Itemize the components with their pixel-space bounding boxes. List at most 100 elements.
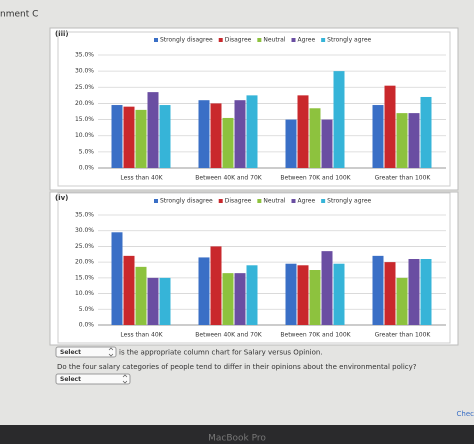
header: nment C [0, 10, 38, 20]
legend-swatch [218, 199, 223, 203]
bar [297, 95, 309, 168]
bar [159, 277, 171, 325]
bar [408, 259, 420, 325]
bar [222, 273, 234, 325]
legend-swatch [291, 199, 296, 203]
bar [147, 92, 159, 168]
legend-label: Neutral [263, 198, 285, 205]
bar [234, 100, 246, 168]
bar [210, 103, 222, 168]
select-box[interactable] [55, 373, 131, 385]
legend-label: Disagree [225, 198, 252, 205]
legend-label: Disagree [225, 37, 252, 44]
x-tick-label: Between 70K and 100K [280, 175, 351, 182]
x-tick-label: Less than 40K [120, 175, 163, 182]
y-tick-label: 20.0% [75, 259, 94, 266]
y-tick-label: 0.0% [79, 322, 95, 329]
question-text: Do the four salary categories of people … [57, 363, 417, 371]
chart-label: (iii) [55, 30, 69, 38]
bar [111, 232, 123, 325]
legend-swatch [154, 199, 158, 203]
y-tick-label: 35.0% [75, 52, 94, 59]
legend-label: Agree [298, 198, 316, 205]
bezel [0, 425, 474, 444]
bar [246, 265, 258, 325]
x-tick-label: Between 70K and 100K [280, 332, 351, 339]
bar [408, 113, 420, 168]
legend-swatch [291, 38, 296, 42]
y-tick-label: 30.0% [75, 227, 94, 234]
x-tick-label: Less than 40K [120, 332, 163, 339]
footer: MacBook Pro [208, 434, 266, 444]
legend-label: Agree [298, 37, 316, 44]
y-tick-label: 5.0% [79, 148, 95, 155]
bar [396, 277, 408, 325]
legend-swatch [257, 199, 262, 203]
bar [246, 95, 258, 168]
select-arrow [108, 347, 114, 357]
x-tick-label: Greater than 100K [375, 175, 432, 182]
bar [321, 119, 333, 168]
bar [396, 113, 408, 168]
x-tick-label: Between 40K and 70K [195, 175, 262, 182]
legend-swatch [321, 38, 326, 42]
bar [222, 117, 234, 168]
legend-label: Neutral [263, 37, 285, 44]
select-box[interactable] [55, 346, 117, 358]
x-tick-label: Greater than 100K [375, 332, 432, 339]
bar [333, 263, 345, 325]
plot-frame [57, 192, 451, 344]
bar [135, 266, 147, 325]
legend-swatch [321, 199, 326, 203]
bar [198, 100, 210, 168]
y-tick-label: 0.0% [79, 165, 95, 172]
bar [147, 277, 159, 325]
bar [309, 270, 321, 325]
bar [123, 255, 135, 325]
y-tick-label: 35.0% [75, 212, 94, 219]
bar [372, 105, 384, 168]
legend-label: Strongly disagree [160, 37, 213, 44]
y-tick-label: 25.0% [75, 84, 94, 91]
legend-label: Strongly disagree [160, 198, 213, 205]
select-text[interactable]: Select [60, 376, 81, 383]
y-tick-label: 5.0% [79, 306, 95, 313]
select-arrow [122, 374, 128, 384]
bar [135, 109, 147, 168]
y-tick-label: 30.0% [75, 68, 94, 75]
legend-label: Strongly agree [327, 198, 371, 205]
y-tick-label: 15.0% [75, 116, 94, 123]
bar [297, 265, 309, 325]
bar [309, 108, 321, 168]
legend-swatch [218, 38, 223, 42]
bar [123, 106, 135, 168]
bar [285, 119, 297, 168]
bar [159, 105, 171, 168]
bar [372, 255, 384, 325]
bar [420, 96, 432, 168]
legend-swatch [257, 38, 262, 42]
bar [198, 257, 210, 325]
bar [111, 105, 123, 168]
bar [210, 246, 222, 325]
bar [234, 273, 246, 325]
y-tick-label: 15.0% [75, 274, 94, 281]
bar [321, 251, 333, 325]
x-tick-label: Between 40K and 70K [195, 332, 262, 339]
question-text: is the appropriate column chart for Sala… [119, 349, 323, 357]
select-text[interactable]: Select [60, 349, 81, 356]
y-tick-label: 10.0% [75, 290, 94, 297]
bar [384, 85, 396, 168]
y-tick-label: 25.0% [75, 243, 94, 250]
check-button[interactable]: Chec [457, 410, 474, 418]
legend-swatch [154, 38, 158, 42]
bar [285, 263, 297, 325]
plot-frame [57, 31, 451, 187]
y-tick-label: 10.0% [75, 132, 94, 139]
bar [384, 262, 396, 325]
y-tick-label: 20.0% [75, 100, 94, 107]
bar [333, 71, 345, 168]
bar [420, 259, 432, 325]
